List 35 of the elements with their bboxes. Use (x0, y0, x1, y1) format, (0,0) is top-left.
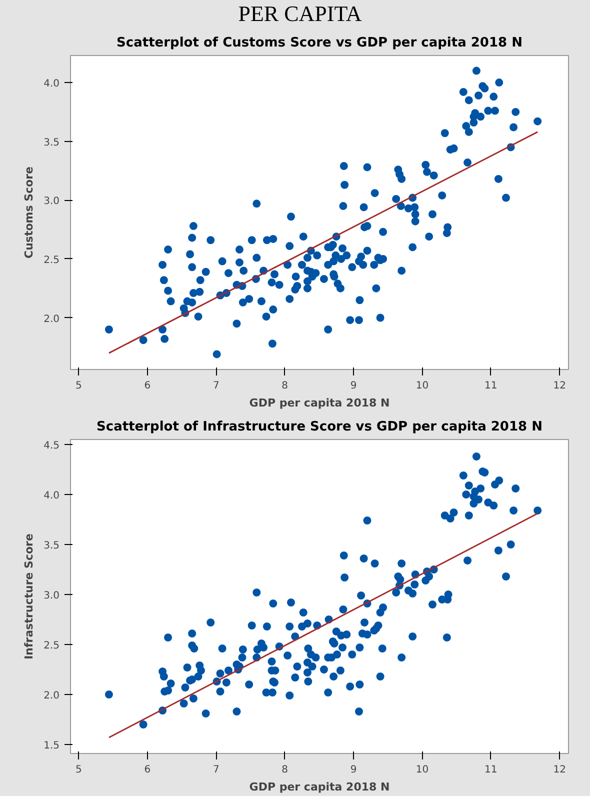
y-tick-label: 4.0 (44, 490, 60, 502)
x-tick-label: 6 (144, 764, 151, 776)
x-tick-label: 8 (282, 380, 288, 392)
y-tick-label: 3.0 (44, 590, 60, 602)
x-tick-label: 6 (144, 380, 151, 392)
x-axis-title: GDP per capita 2018 N (249, 396, 390, 410)
y-tick-label: 3.5 (44, 137, 60, 148)
y-tick-label: 4.0 (44, 78, 60, 90)
x-axis-title: GDP per capita 2018 N (249, 780, 390, 794)
y-axis-title: Infrastructure Score (22, 534, 36, 660)
x-tick-label: 9 (350, 380, 357, 392)
text: PER CAPITA (238, 4, 362, 25)
x-tick-label: 12 (553, 764, 566, 776)
y-tick-label: 3.0 (44, 196, 60, 208)
y-tick-label: 1.5 (44, 740, 60, 752)
x-tick-label: 8 (282, 764, 288, 776)
y-axis-title: Customs Score (22, 166, 36, 258)
y-tick-label: 2.5 (44, 640, 60, 652)
x-tick-label: 5 (76, 380, 82, 392)
chart-title: Scatterplot of Customs Score vs GDP per capita 2018 N (116, 36, 522, 50)
x-tick-label: 7 (212, 764, 220, 776)
x-tick-label: 9 (350, 764, 357, 776)
y-tick-label: 2.0 (44, 690, 60, 702)
x-tick-label: 12 (553, 380, 566, 392)
x-tick-label: 10 (416, 764, 429, 776)
y-tick-label: 2.5 (44, 254, 60, 266)
y-tick-label: 2.0 (44, 314, 60, 325)
x-tick-label: 5 (76, 764, 82, 776)
chart-title: Scatterplot of Infrastructure Score vs GDP per capita 2018 N (96, 420, 542, 434)
x-tick-label: 11 (484, 764, 498, 776)
x-tick-label: 7 (212, 380, 220, 392)
x-tick-label: 10 (416, 380, 429, 392)
x-tick-label: 11 (484, 380, 498, 392)
y-tick-label: 4.5 (44, 440, 60, 452)
y-tick-label: 3.5 (44, 540, 60, 552)
